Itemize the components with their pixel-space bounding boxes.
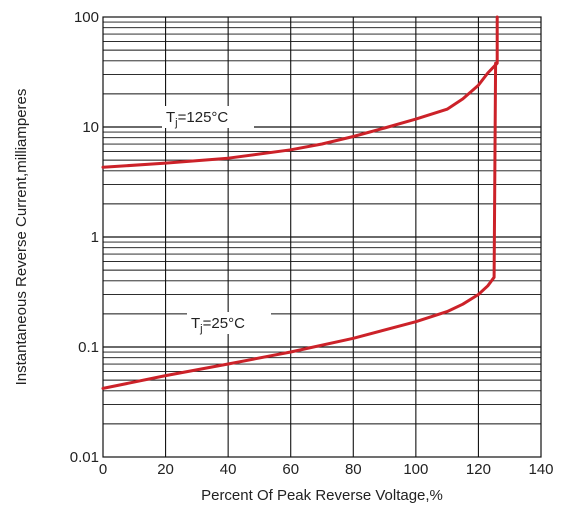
x-tick-labels: 0 20 40 60 80 100 120 140: [99, 461, 554, 478]
x-tick-label: 60: [282, 461, 299, 478]
x-tick-label: 40: [220, 461, 237, 478]
curve-label-bg: [162, 106, 254, 128]
y-tick-label: 10: [82, 119, 99, 136]
y-tick-label: 1: [91, 229, 99, 246]
y-tick-label: 100: [74, 9, 99, 26]
y-axis-title: Instantaneous Reverse Current,milliamper…: [13, 89, 30, 386]
curve-labels: Tj=125°C Tj=25°C: [162, 106, 271, 335]
x-tick-label: 100: [403, 461, 428, 478]
curve-label-bg: [187, 312, 271, 334]
chart-grid: [103, 17, 541, 457]
series-line-0: [101, 15, 499, 169]
x-axis-title: Percent Of Peak Reverse Voltage,%: [201, 487, 443, 504]
plot-frame: [102, 16, 542, 458]
series-line-1: [101, 61, 498, 390]
x-tick-label: 0: [99, 461, 107, 478]
x-tick-label: 120: [466, 461, 491, 478]
curve-label-1: Tj=25°C: [191, 315, 245, 335]
curve-label-0: Tj=125°C: [166, 109, 228, 129]
y-tick-label: 0.1: [78, 339, 99, 356]
curves: [101, 15, 499, 390]
x-tick-label: 20: [157, 461, 174, 478]
x-tick-label: 80: [345, 461, 362, 478]
x-tick-label: 140: [528, 461, 553, 478]
y-tick-labels: 0.01 0.1 1 10 100: [70, 9, 99, 466]
y-tick-label: 0.01: [70, 449, 99, 466]
